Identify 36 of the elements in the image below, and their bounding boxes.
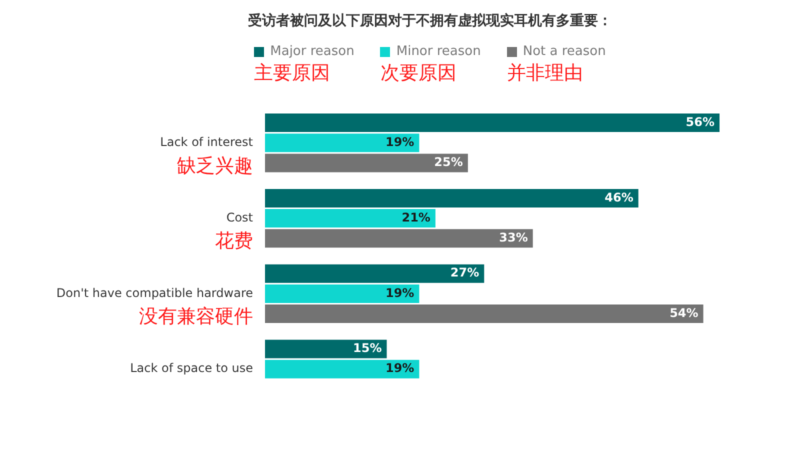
y-tick-label: Don't have compatible hardware [56,286,253,300]
data-label: 19% [385,286,414,300]
text: 没有兼容硬件 [139,306,253,328]
legend-label: Minor reason [396,44,481,59]
text: 花费 [215,230,253,252]
bar [265,340,387,358]
bar [265,188,638,208]
text: 次要原因 [380,61,456,86]
bar [265,209,436,228]
text: 主要原因 [254,61,330,86]
bar [265,134,420,152]
bar [265,114,720,132]
y-tick-label: Lack of interest [160,135,254,150]
text: 并非理由 [506,61,583,86]
data-label: 19% [385,135,414,150]
y-tick-label: Cost [226,210,254,224]
data-label: 25% [434,155,463,170]
legend-label: Major reason [270,44,354,59]
data-label: 54% [670,306,698,320]
legend-label: Not a reason [522,44,606,59]
bar [265,284,420,303]
data-label: 27% [450,266,480,280]
bar [265,360,420,378]
data-label: 21% [402,210,430,224]
y-tick-label: Lack of space to use [130,361,253,376]
data-label: 46% [604,190,634,204]
data-label: 33% [499,230,528,245]
bar [265,154,468,172]
data-label: 15% [353,341,382,356]
bar [265,264,484,283]
chart-title: 受访者被问及以下原因对于不拥有虚拟现实耳机有多重要： [247,12,613,30]
bar [265,229,533,248]
data-label: 56% [686,114,715,129]
data-label: 19% [385,361,414,376]
text: 缺乏兴趣 [177,154,253,177]
bar [265,304,704,324]
